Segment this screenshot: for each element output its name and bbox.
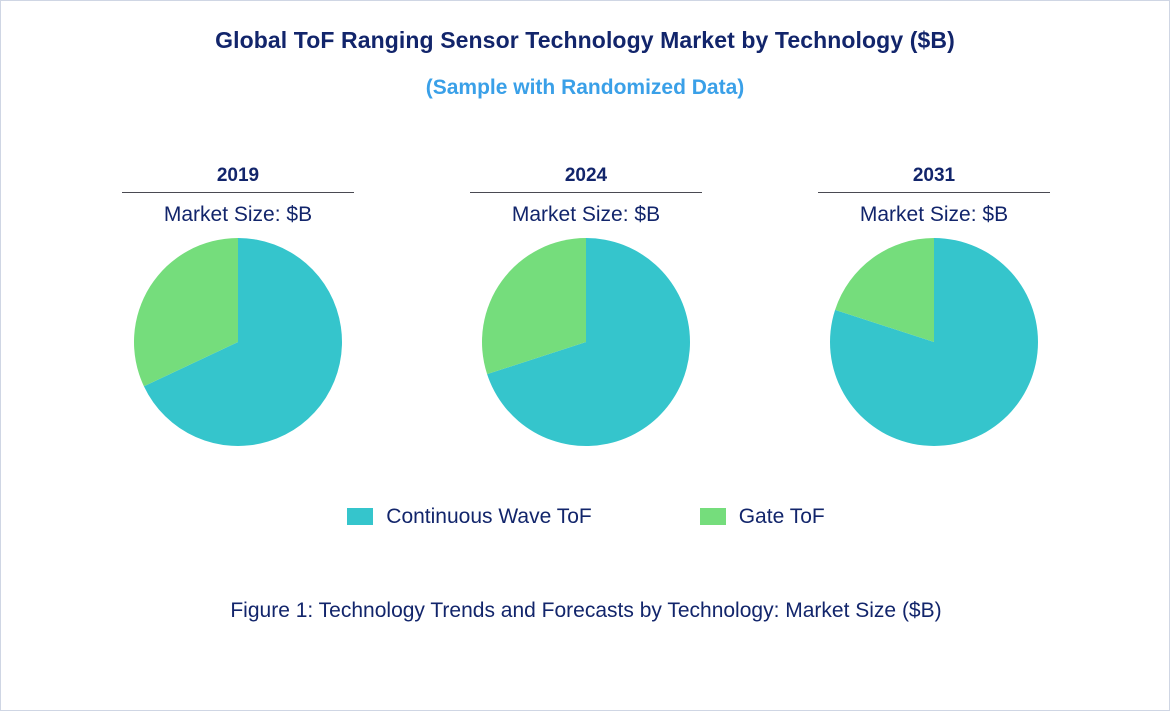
chart-subtitle: (Sample with Randomized Data) (425, 75, 745, 99)
panel-year-label: 2031 (912, 165, 956, 186)
pie-svg-2019: Continuous Wave ToF: 68Gate ToF: 32 (133, 238, 342, 447)
panel-year-label: 2024 (564, 165, 608, 186)
panel-divider (122, 191, 354, 193)
legend-swatch-icon (347, 508, 374, 526)
figure-caption: Figure 1: Technology Trends and Forecast… (230, 599, 942, 622)
legend-swatch-icon (699, 508, 726, 526)
panel-divider (818, 191, 1050, 193)
pie-svg-2024: Continuous Wave ToF: 70Gate ToF: 30 (482, 238, 690, 447)
pie-chart-2031: Continuous Wave ToF: 80Gate ToF: 20 (828, 227, 1040, 448)
legend-item-continuous-wave-tof[interactable]: Continuous Wave ToF (347, 504, 592, 529)
pie-slice[interactable]: Gate ToF: 32 (133, 238, 238, 387)
panel-year-label: 2019 (216, 165, 260, 186)
panel-2031: 2031 Market Size: $B Continuous Wave ToF… (760, 165, 1108, 448)
chart-legend: Continuous Wave ToF Gate ToF (1, 504, 1170, 529)
panel-2024: 2024 Market Size: $B Continuous Wave ToF… (412, 165, 760, 448)
pie-svg-2031: Continuous Wave ToF: 80Gate ToF: 20 (830, 238, 1038, 447)
panel-metric-label: Market Size: $B (859, 202, 1009, 226)
legend-label: Gate ToF (738, 505, 825, 528)
legend-label: Continuous Wave ToF (386, 505, 592, 528)
pie-slice[interactable]: Gate ToF: 30 (482, 238, 586, 375)
pie-slice[interactable]: Continuous Wave ToF: 68 (143, 238, 342, 447)
pie-slice[interactable]: Gate ToF: 20 (835, 238, 934, 343)
page-title: Global ToF Ranging Sensor Technology Mar… (215, 27, 955, 53)
pie-chart-2019: Continuous Wave ToF: 68Gate ToF: 32 (132, 227, 344, 448)
pie-chart-2024: Continuous Wave ToF: 70Gate ToF: 30 (480, 227, 692, 448)
title-block: Global ToF Ranging Sensor Technology Mar… (1, 1, 1169, 100)
pie-slice[interactable]: Continuous Wave ToF: 70 (487, 238, 690, 447)
panel-metric-label: Market Size: $B (511, 202, 661, 226)
panel-divider (470, 191, 702, 193)
legend-item-gate-tof[interactable]: Gate ToF (699, 504, 825, 529)
pie-panels: 2019 Market Size: $B Continuous Wave ToF… (1, 165, 1170, 448)
panel-2019: 2019 Market Size: $B Continuous Wave ToF… (64, 165, 412, 448)
panel-metric-label: Market Size: $B (163, 202, 313, 226)
